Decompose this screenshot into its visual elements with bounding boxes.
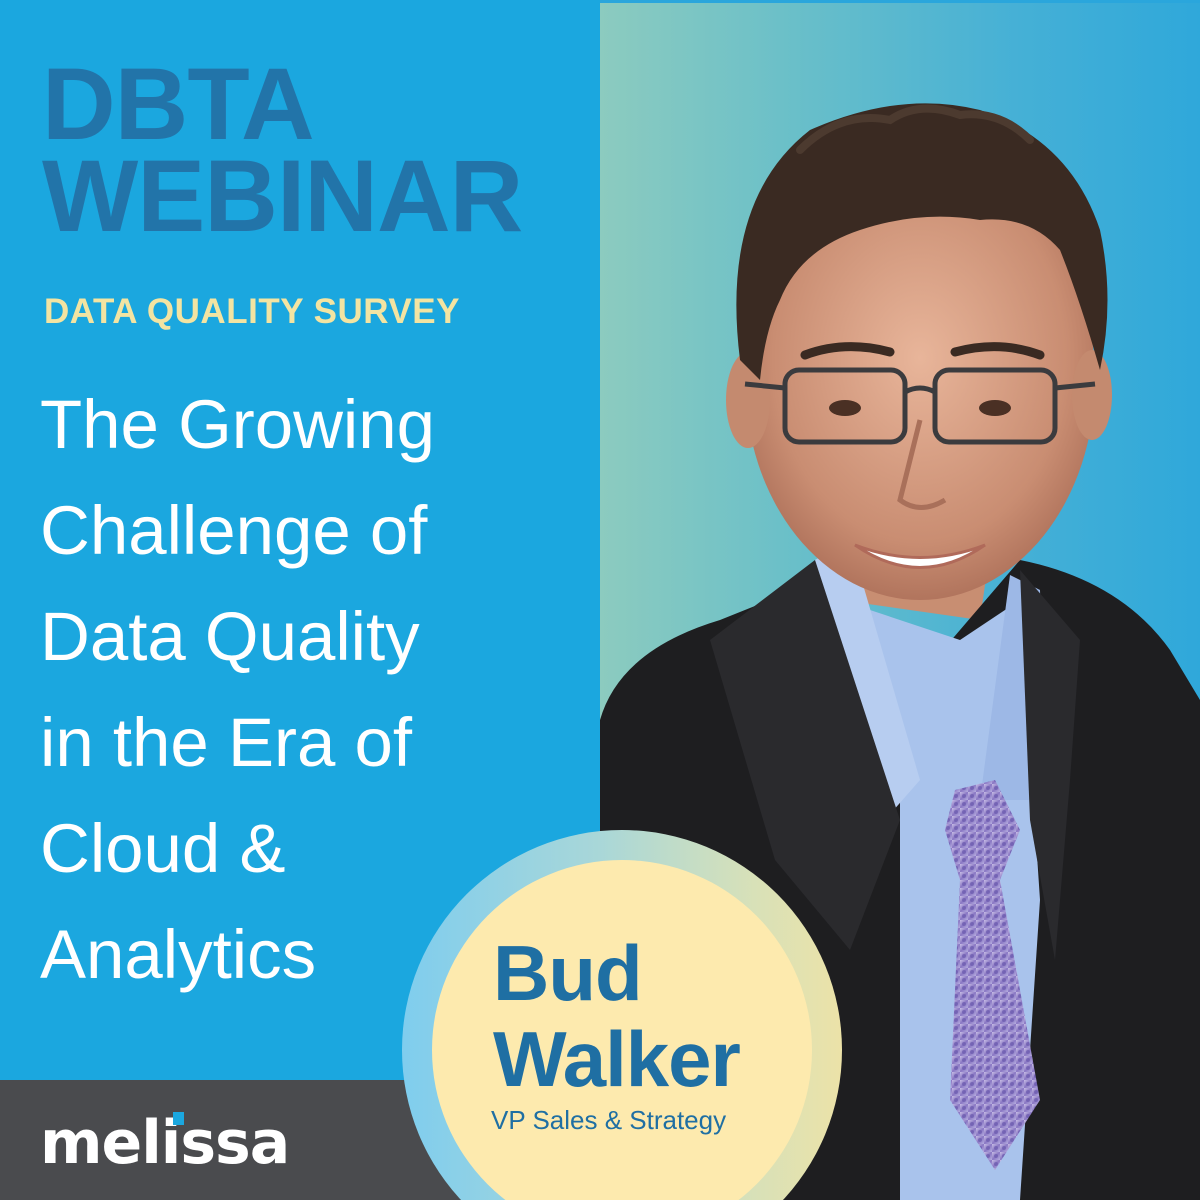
headline-line-1: DBTA [42,47,315,161]
title-line: The Growing [40,386,435,463]
survey-subhead: DATA QUALITY SURVEY [44,292,460,331]
title-line: Challenge of [40,492,428,569]
title-line: Data Quality [40,598,420,675]
speaker-photo-panel [600,0,1200,1200]
title-line: Analytics [40,916,317,993]
logo-text: melissa [40,1108,290,1178]
webinar-headline: DBTA WEBINAR [42,47,523,253]
webinar-title: The Growing Challenge of Data Quality in… [40,372,435,1008]
logo-dot [173,1112,184,1125]
speaker-portrait-icon [600,103,1200,1200]
speaker-name: Bud Walker [493,929,741,1103]
title-line: Cloud & [40,810,286,887]
headline-line-2: WEBINAR [42,139,523,253]
speaker-first-name: Bud [493,929,643,1017]
speaker-badge [432,860,812,1200]
speaker-last-name: Walker [493,1015,741,1103]
title-line: in the Era of [40,704,413,781]
top-strip [600,0,1200,3]
melissa-logo-icon: melissa [40,1108,290,1178]
speaker-role: VP Sales & Strategy [491,1105,727,1135]
